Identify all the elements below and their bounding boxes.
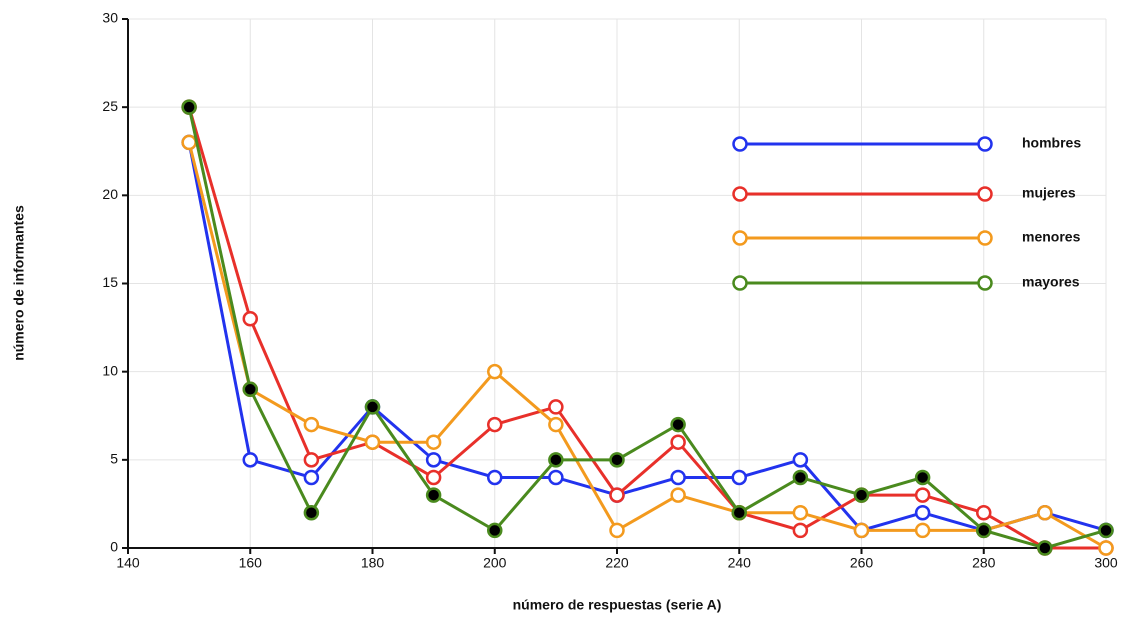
- data-point: [548, 416, 564, 433]
- y-tick-label: 0: [110, 539, 118, 555]
- data-point: [425, 434, 442, 450]
- data-point: [792, 452, 809, 468]
- data-point: [670, 469, 686, 486]
- legend-marker: [977, 136, 993, 152]
- y-tick-label: 5: [110, 451, 118, 467]
- data-point: [487, 522, 503, 539]
- x-tick-label: 260: [850, 555, 874, 571]
- data-point: [609, 487, 625, 503]
- data-point: [731, 504, 747, 521]
- legend-marker: [977, 186, 993, 202]
- y-tick-label: 15: [102, 274, 118, 290]
- x-tick-label: 140: [116, 555, 140, 571]
- series-line: [187, 142, 1107, 550]
- data-point: [792, 469, 809, 486]
- data-point: [425, 487, 442, 503]
- data-point: [792, 522, 809, 539]
- y-tick-label: 30: [102, 10, 118, 26]
- series-line: [187, 106, 1106, 550]
- legend-label: mayores: [1022, 274, 1080, 290]
- legend-marker: [977, 230, 993, 246]
- data-point: [425, 452, 442, 468]
- x-tick-label: 240: [728, 555, 752, 571]
- data-point: [548, 469, 564, 486]
- data-point: [976, 504, 992, 521]
- data-point: [731, 469, 747, 486]
- data-point: [242, 311, 258, 327]
- x-tick-label: 200: [483, 555, 507, 571]
- data-point: [181, 99, 197, 115]
- legend-label: menores: [1022, 229, 1081, 245]
- data-point: [1098, 522, 1114, 539]
- data-point: [914, 504, 931, 521]
- legend-marker: [977, 275, 993, 291]
- legend-marker: [732, 186, 748, 202]
- x-tick-label: 300: [1094, 555, 1118, 571]
- data-point: [1037, 504, 1053, 521]
- data-point: [364, 434, 381, 450]
- data-point: [1037, 540, 1053, 556]
- data-point: [853, 522, 870, 539]
- data-point: [792, 504, 809, 521]
- y-tick-label: 10: [102, 362, 118, 378]
- legend-marker: [732, 136, 748, 152]
- data-point: [1098, 540, 1114, 556]
- data-point: [303, 452, 320, 468]
- data-point: [364, 399, 381, 415]
- data-point: [670, 487, 686, 503]
- y-axis-label: número de informantes: [11, 205, 27, 361]
- x-tick-label: 180: [361, 555, 385, 571]
- data-point: [914, 522, 931, 539]
- y-tick-label: 25: [102, 98, 118, 114]
- x-tick-label: 280: [972, 555, 996, 571]
- legend-label: mujeres: [1022, 185, 1076, 201]
- data-point: [242, 381, 258, 398]
- data-point: [976, 522, 992, 539]
- x-axis-label: número de respuestas (serie A): [513, 597, 722, 613]
- data-point: [181, 134, 197, 151]
- data-point: [609, 452, 625, 468]
- data-point: [670, 416, 686, 433]
- series-line: [187, 106, 1107, 550]
- data-point: [242, 452, 258, 468]
- legend-marker: [732, 230, 748, 246]
- data-point: [303, 504, 320, 521]
- x-tick-label: 220: [605, 555, 629, 571]
- data-point: [914, 469, 931, 486]
- data-point: [487, 416, 503, 433]
- data-point: [548, 452, 564, 468]
- data-point: [425, 469, 442, 486]
- data-point: [303, 416, 320, 433]
- y-tick-label: 20: [102, 186, 118, 202]
- data-point: [853, 487, 870, 503]
- data-point: [609, 522, 625, 539]
- x-tick-label: 160: [239, 555, 263, 571]
- data-point: [670, 434, 686, 450]
- series-line: [187, 142, 1107, 533]
- data-point: [914, 487, 931, 503]
- data-point: [303, 469, 320, 486]
- legend-label: hombres: [1022, 135, 1081, 151]
- data-point: [548, 399, 564, 415]
- data-point: [487, 363, 503, 380]
- data-point: [487, 469, 503, 486]
- legend-marker: [732, 275, 748, 291]
